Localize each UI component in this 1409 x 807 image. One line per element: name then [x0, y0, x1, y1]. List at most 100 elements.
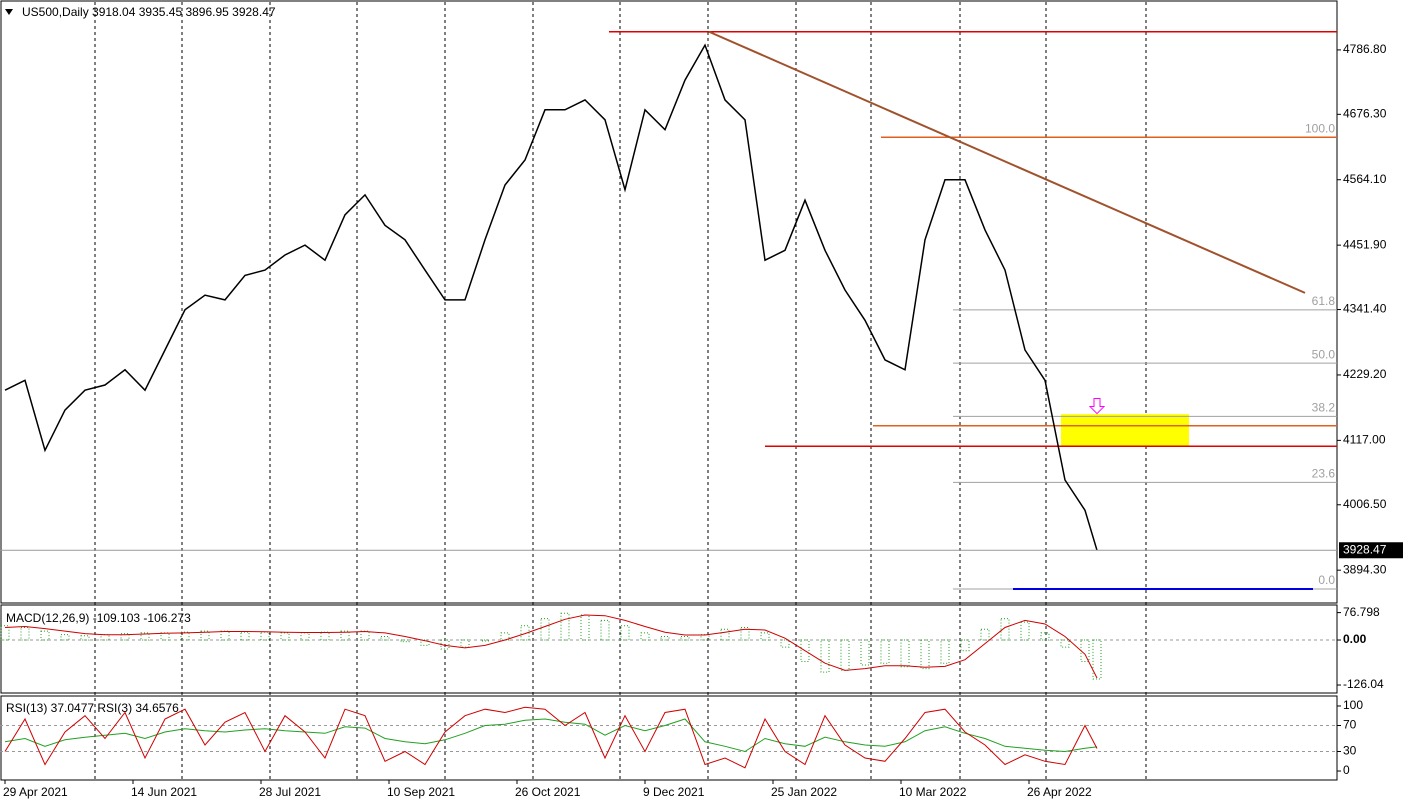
- macd-bar: [840, 639, 850, 671]
- macd-bar: [760, 632, 770, 641]
- macd-title: MACD(12,26,9) -109.103 -106.273: [6, 611, 191, 625]
- macd-bar: [1040, 632, 1050, 641]
- signal-arrow: [1088, 398, 1106, 415]
- macd-bar: [620, 625, 630, 641]
- macd-bar: [140, 632, 150, 641]
- fib-label: 23.6: [1312, 467, 1336, 481]
- macd-bar: [1020, 621, 1030, 641]
- macd-bar: [600, 619, 610, 641]
- fib-label: 38.2: [1312, 401, 1336, 415]
- x-tick-label: 29 Apr 2021: [3, 785, 68, 799]
- macd-bar: [640, 632, 650, 641]
- macd-bar: [580, 614, 590, 641]
- fib-label: 50.0: [1312, 347, 1336, 361]
- macd-bar: [260, 631, 270, 641]
- macd-bar: [660, 635, 670, 641]
- macd-bar: [320, 631, 330, 641]
- fib-label: 61.8: [1312, 294, 1336, 308]
- x-tick-label: 26 Oct 2021: [515, 785, 581, 799]
- macd-bar: [180, 631, 190, 641]
- macd-bar: [720, 628, 730, 641]
- panel-frame: [0, 695, 1338, 781]
- macd-bar: [200, 630, 210, 641]
- trendline: [708, 30, 1306, 294]
- macd-bar: [240, 631, 250, 641]
- macd-bar: [400, 639, 410, 643]
- supply-zone: [1061, 414, 1189, 447]
- macd-bar: [380, 635, 390, 641]
- macd-bar: [960, 639, 970, 652]
- macd-bar: [780, 639, 790, 648]
- macd-bar: [800, 639, 810, 662]
- y-tick-label: 70: [1343, 718, 1357, 732]
- y-tick-label: 4564.10: [1343, 172, 1387, 186]
- macd-bar: [880, 639, 890, 664]
- macd-bar: [900, 639, 910, 668]
- macd-bar: [1092, 639, 1102, 680]
- panel-frame: [0, 604, 1338, 694]
- rsi-line: [4, 718, 1098, 753]
- y-tick-label: 0.00: [1343, 632, 1367, 646]
- macd-bar: [820, 639, 830, 673]
- macd-bar: [340, 630, 350, 641]
- panel-frame: [0, 0, 1338, 604]
- signal-line: [4, 614, 1098, 679]
- x-tick-label: 10 Sep 2021: [387, 785, 455, 799]
- x-tick-label: 10 Mar 2022: [899, 785, 967, 799]
- chart-title: US500,Daily 3918.04 3935.45 3896.95 3928…: [22, 5, 276, 19]
- macd-bar: [500, 632, 510, 641]
- macd-bar: [80, 635, 90, 641]
- y-tick-label: 4786.80: [1343, 42, 1387, 56]
- y-tick-label: 30: [1343, 744, 1357, 758]
- y-tick-label: 76.798: [1343, 605, 1380, 619]
- macd-bar: [220, 630, 230, 641]
- y-tick-label: 100: [1343, 698, 1363, 712]
- title-arrow: [5, 9, 13, 15]
- x-tick-label: 9 Dec 2021: [643, 785, 705, 799]
- y-tick-label: 4676.30: [1343, 107, 1387, 121]
- price-line: [4, 43, 1098, 551]
- macd-bar: [60, 634, 70, 641]
- macd-bar: [40, 630, 50, 641]
- macd-bar: [480, 639, 490, 642]
- y-tick-label: 4117.00: [1343, 433, 1386, 447]
- macd-bar: [300, 632, 310, 641]
- fib-label: 0.0: [1318, 573, 1335, 587]
- macd-bar: [740, 627, 750, 641]
- x-tick-label: 26 Apr 2022: [1027, 785, 1092, 799]
- macd-bar: [520, 625, 530, 641]
- macd-bar: [360, 630, 370, 641]
- y-tick-label: 0: [1343, 763, 1350, 777]
- y-tick-label: 4229.20: [1343, 367, 1387, 381]
- rsi-line: [4, 706, 1098, 769]
- macd-bar: [940, 639, 950, 664]
- current-price-label: 3928.47: [1343, 542, 1387, 556]
- macd-bar: [120, 633, 130, 641]
- rsi-title: RSI(13) 37.0477 RSI(3) 34.6576: [6, 701, 179, 715]
- macd-bar: [280, 632, 290, 641]
- macd-bar: [0, 625, 10, 641]
- macd-bar: [680, 635, 690, 641]
- macd-bar: [100, 634, 110, 641]
- macd-bar: [540, 618, 550, 641]
- current-price-box: [1339, 542, 1403, 559]
- y-tick-label: 4341.40: [1343, 302, 1387, 316]
- y-tick-label: -126.04: [1343, 677, 1384, 691]
- x-tick-label: 25 Jan 2022: [771, 785, 837, 799]
- y-tick-label: 4451.90: [1343, 237, 1387, 251]
- macd-bar: [860, 639, 870, 666]
- macd-bar: [460, 639, 470, 648]
- x-tick-label: 28 Jul 2021: [259, 785, 321, 799]
- y-tick-label: 3894.30: [1343, 562, 1387, 576]
- macd-bar: [420, 639, 430, 646]
- y-tick-label: 4006.50: [1343, 497, 1387, 511]
- macd-bar: [160, 632, 170, 641]
- macd-bar: [440, 639, 450, 650]
- macd-bar: [20, 627, 30, 641]
- macd-bar: [1000, 618, 1010, 641]
- fib-label: 100.0: [1305, 121, 1335, 135]
- x-tick-label: 14 Jun 2021: [131, 785, 197, 799]
- macd-bar: [1080, 639, 1090, 662]
- macd-bar: [560, 612, 570, 641]
